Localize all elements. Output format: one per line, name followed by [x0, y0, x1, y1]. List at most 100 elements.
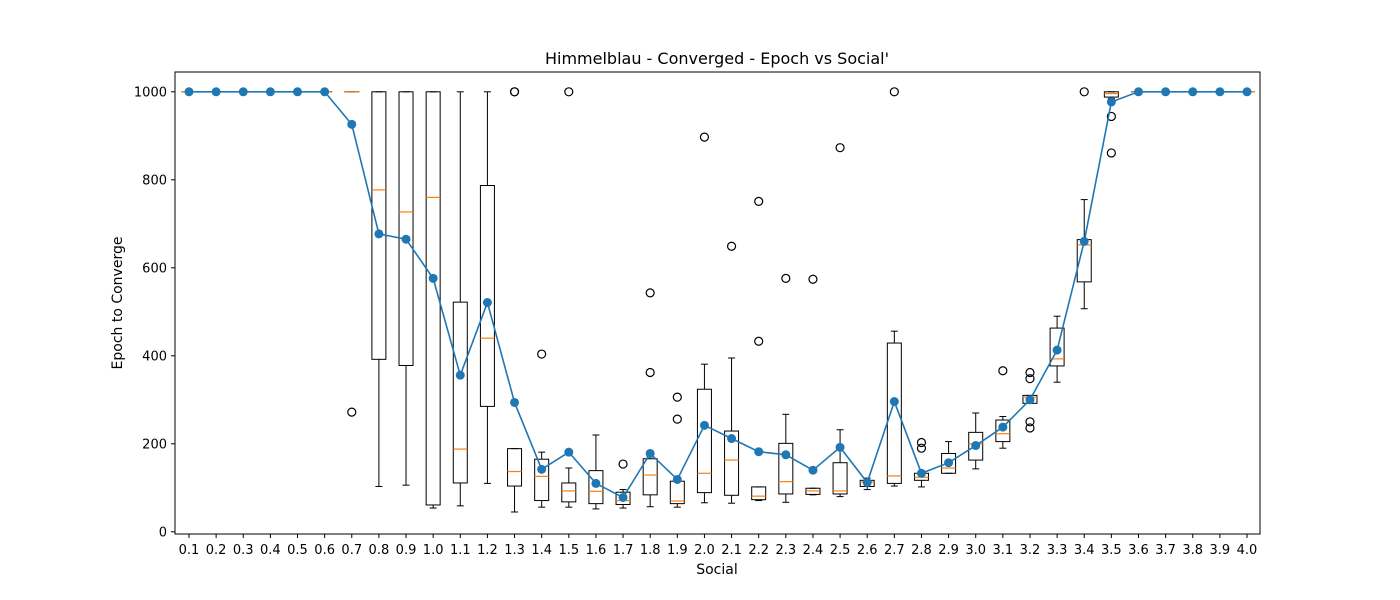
- x-tick-label: 2.6: [857, 543, 878, 558]
- outlier-point: [1106, 148, 1116, 158]
- y-axis-label: Epoch to Converge: [110, 237, 126, 370]
- mean-point: [238, 87, 248, 97]
- outlier-point: [998, 366, 1008, 376]
- outlier-point: [645, 288, 655, 298]
- plot-frame: [174, 71, 1261, 535]
- mean-point: [1133, 87, 1143, 97]
- mean-point: [835, 442, 845, 452]
- mean-point: [699, 420, 709, 430]
- x-tick-label: 2.8: [911, 543, 932, 558]
- box-0.8: [371, 91, 387, 487]
- x-tick-label: 0.8: [369, 543, 390, 558]
- x-tick-label: 2.7: [884, 543, 905, 558]
- x-tick-label: 1.4: [531, 543, 552, 558]
- outlier-point: [537, 349, 547, 359]
- mean-point: [347, 119, 357, 129]
- chart-title: Himmelblau - Converged - Epoch vs Social…: [545, 49, 889, 68]
- x-tick-label: 2.5: [830, 543, 851, 558]
- x-tick-label: 2.9: [938, 543, 959, 558]
- box-0.7: [344, 91, 360, 417]
- y-tick-label: 600: [142, 261, 167, 276]
- x-tick-label: 0.1: [179, 543, 200, 558]
- mean-point: [1025, 395, 1035, 405]
- x-tick-label: 3.6: [1128, 543, 1149, 558]
- mean-point: [781, 450, 791, 460]
- x-tick-label: 3.3: [1047, 543, 1068, 558]
- mean-point: [401, 234, 411, 244]
- mean-point: [428, 273, 438, 283]
- outlier-point: [1025, 417, 1035, 427]
- box-2.2: [751, 196, 767, 502]
- mean-point: [618, 492, 628, 502]
- mean-point: [862, 478, 872, 488]
- outlier-point: [754, 196, 764, 206]
- box-body: [832, 462, 848, 495]
- mean-point: [374, 229, 384, 239]
- mean-point: [320, 87, 330, 97]
- box-1.7: [615, 459, 631, 509]
- box-body: [425, 91, 441, 506]
- box-1.2: [479, 91, 495, 484]
- mean-point: [510, 397, 520, 407]
- x-tick-label: 3.5: [1101, 543, 1122, 558]
- outlier-point: [1079, 87, 1089, 97]
- x-tick-label: 0.9: [396, 543, 417, 558]
- mean-point: [1079, 236, 1089, 246]
- mean-point: [564, 447, 574, 457]
- x-tick-label: 3.9: [1210, 543, 1231, 558]
- box-body: [778, 442, 794, 495]
- box-2.4: [805, 274, 821, 496]
- mean-point: [211, 87, 221, 97]
- x-tick-label: 2.0: [694, 543, 715, 558]
- outlier-point: [781, 273, 791, 283]
- x-tick-label: 2.4: [803, 543, 824, 558]
- outlier-point: [1025, 367, 1035, 378]
- box-1.0: [425, 91, 441, 509]
- x-tick-label: 2.1: [721, 543, 742, 558]
- x-tick-label: 3.4: [1074, 543, 1095, 558]
- box-body: [941, 452, 957, 474]
- box-1.5: [561, 87, 577, 508]
- box-body: [534, 458, 550, 502]
- box-body: [995, 419, 1011, 443]
- outlier-point: [726, 241, 737, 251]
- x-tick-label: 1.7: [613, 543, 634, 558]
- box-3.1: [995, 366, 1011, 449]
- box-body: [561, 482, 577, 503]
- mean-point: [672, 474, 682, 484]
- mean-line: [189, 91, 1247, 499]
- mean-point: [1188, 87, 1198, 97]
- mean-point: [293, 87, 303, 97]
- x-axis: 0.1 0.2 0.3 0.4 0.5 0.6 0.7 0.8 0.9 1.0 1.1 1.2 1.3 1…: [179, 534, 1257, 558]
- x-tick-label: 0.5: [287, 543, 308, 558]
- x-tick-label: 3.2: [1020, 543, 1041, 558]
- x-tick-label: 0.4: [260, 543, 281, 558]
- box-body: [886, 342, 902, 484]
- outlier-point: [1025, 374, 1035, 384]
- x-tick-label: 1.9: [667, 543, 688, 558]
- box-body: [398, 91, 414, 366]
- y-tick-label: 200: [142, 437, 167, 452]
- box-2.3: [778, 273, 794, 503]
- box-body: [479, 185, 495, 407]
- x-tick-label: 1.1: [450, 543, 471, 558]
- box-2.5: [832, 143, 848, 498]
- outlier-point: [916, 443, 927, 453]
- box-body: [968, 431, 984, 461]
- x-tick-label: 1.5: [558, 543, 579, 558]
- outlier-point: [672, 414, 682, 424]
- outlier-point: [916, 437, 927, 448]
- y-tick-label: 400: [142, 349, 167, 364]
- x-tick-label: 0.7: [341, 543, 362, 558]
- x-tick-label: 3.0: [965, 543, 986, 558]
- outlier-point: [808, 274, 818, 284]
- y-axis: 0 200 400 600 800 1000: [134, 85, 175, 540]
- box-2.7: [886, 87, 902, 487]
- mean-point: [727, 434, 737, 444]
- mean-point: [1215, 87, 1225, 97]
- outlier-point: [672, 392, 682, 402]
- mean-point: [591, 478, 601, 488]
- outlier-point: [509, 87, 520, 97]
- box-body: [642, 458, 658, 496]
- outlier-point: [1106, 111, 1116, 122]
